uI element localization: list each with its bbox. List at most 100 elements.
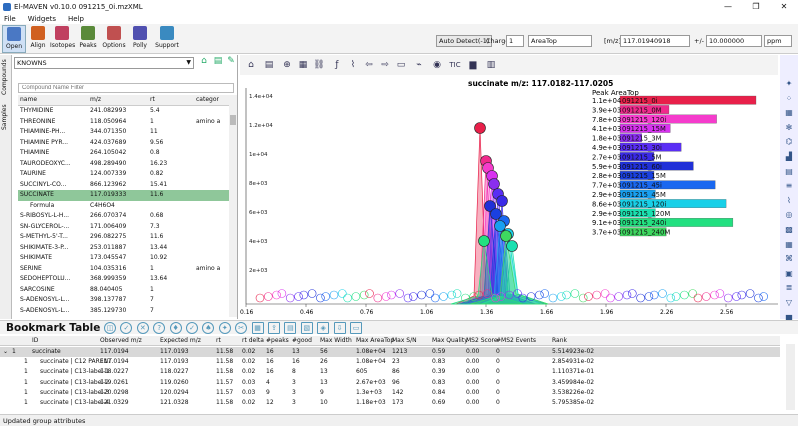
tree-icon[interactable]: ⌘ xyxy=(785,254,793,264)
peak-marker[interactable] xyxy=(500,230,512,242)
back-icon[interactable]: ⇦ xyxy=(365,60,373,70)
bookmark-row[interactable]: 1 succinate | C13-label-4 121.0329 121.0328… xyxy=(0,398,780,408)
polly-button[interactable]: Polly xyxy=(128,25,152,53)
legend-bar[interactable] xyxy=(619,180,716,190)
close-button[interactable]: ✕ xyxy=(780,2,788,11)
barplot-icon[interactable]: ▥ xyxy=(486,60,496,70)
open-button[interactable]: Open xyxy=(2,25,26,53)
peak-marker[interactable] xyxy=(506,240,518,252)
line-icon[interactable]: ⌇ xyxy=(350,60,356,70)
peak-marker[interactable] xyxy=(490,208,502,220)
compound-filter-input[interactable] xyxy=(18,83,234,93)
compound-row[interactable]: SN-GLYCEROL-... 171.006409 7.3 xyxy=(18,222,234,233)
support-button[interactable]: Support xyxy=(154,25,180,53)
legend-bar[interactable] xyxy=(619,171,655,180)
compound-row[interactable]: SERINE 104.035316 1 amino a xyxy=(18,264,234,275)
column-header[interactable]: rt xyxy=(216,337,221,344)
pin-icon[interactable]: ✦ xyxy=(785,79,793,88)
isotopes-button[interactable]: Isotopes xyxy=(50,25,75,53)
fold-icon[interactable]: ≣ xyxy=(785,283,793,293)
folder-icon[interactable]: ▭ xyxy=(350,322,362,334)
pdf-icon[interactable]: ▤ xyxy=(284,322,297,334)
compound-row[interactable]: SARCOSINE 88.040405 1 xyxy=(18,285,234,296)
checkbox-icon[interactable]: ✓ xyxy=(120,322,133,334)
table-icon[interactable]: ▤ xyxy=(785,166,793,176)
bookmark-row[interactable]: 1 succinate | C13-label-2 119.0261 119.0260… xyxy=(0,378,780,388)
eye-icon[interactable]: ◉ xyxy=(433,60,441,70)
table-icon[interactable]: ▦ xyxy=(785,108,793,118)
column-header[interactable]: Max S/N xyxy=(392,337,417,344)
spectra-icon[interactable]: ⌁ xyxy=(416,60,422,70)
compound-row[interactable]: THIAMINE 264.105042 0.8 xyxy=(18,148,234,159)
maximize-button[interactable]: ❐ xyxy=(752,2,760,11)
export-icon[interactable]: ▦ xyxy=(298,60,308,70)
library-icon[interactable]: ⌂ xyxy=(201,56,207,66)
legend-bar[interactable] xyxy=(619,142,682,152)
graph-icon[interactable]: ◈ xyxy=(317,322,330,334)
mz-input[interactable]: 117.01940918 xyxy=(620,35,690,47)
compound-db-select[interactable]: KNOWNS ▼ xyxy=(14,57,194,69)
column-header[interactable]: #MS2 Events xyxy=(496,337,537,344)
menu-file[interactable]: File xyxy=(4,14,16,23)
compound-row[interactable]: S-METHYL-5'-T... 296.082275 11.6 xyxy=(18,232,234,243)
cluster-icon[interactable]: ⌬ xyxy=(785,137,793,147)
tag-icon[interactable]: ✦ xyxy=(218,322,231,334)
bookmark-row[interactable]: 1 succinate | C13-label-3 120.0298 120.0294… xyxy=(0,388,780,398)
column-header[interactable]: Expected m/z xyxy=(160,337,201,344)
question-icon[interactable]: ? xyxy=(153,322,166,334)
legend-bar[interactable] xyxy=(619,95,757,105)
minimize-button[interactable]: — xyxy=(724,2,732,11)
charge-spinbox[interactable]: 1 xyxy=(506,35,524,47)
settings-icon[interactable]: ✻ xyxy=(785,122,793,132)
peak-marker[interactable] xyxy=(478,235,490,247)
box-icon[interactable]: ▣ xyxy=(785,268,793,278)
column-header[interactable]: categor xyxy=(196,96,219,103)
tag-icon[interactable]: ♠ xyxy=(202,322,215,334)
menu-widgets[interactable]: Widgets xyxy=(27,14,57,23)
visible-icon[interactable]: ◫ xyxy=(104,322,116,334)
area-type-select[interactable]: AreaTop xyxy=(528,35,592,47)
upload-icon[interactable]: ⇪ xyxy=(268,322,280,334)
compound-row[interactable]: S-ADENOSYL-L... 385.129730 7 xyxy=(18,306,234,317)
compound-row[interactable]: TAURODEOXYC... 498.289490 16.23 xyxy=(18,159,234,170)
peak-marker[interactable] xyxy=(494,220,506,232)
target-icon[interactable]: ◎ xyxy=(785,210,793,220)
tag-icon[interactable]: ✓ xyxy=(186,322,198,334)
peaks-button[interactable]: Peaks xyxy=(76,25,100,53)
ppm-input[interactable]: 10.000000 xyxy=(706,35,762,47)
reject-icon[interactable]: ✕ xyxy=(136,322,149,334)
expand-icon[interactable]: ⌄ xyxy=(3,348,9,355)
export-icon[interactable]: ⇩ xyxy=(333,322,346,334)
compound-row[interactable]: THIAMINE-PH... 344.071350 11 xyxy=(18,127,234,138)
bar-chart-icon[interactable]: ▆ xyxy=(469,60,477,70)
edit-icon[interactable]: ✎ xyxy=(227,56,235,66)
bookmark-row[interactable]: ⌄ 1 succinate 117.0194 117.0193 11.58 0.02 16 13… xyxy=(0,347,780,357)
filter-icon[interactable]: ▽ xyxy=(785,298,793,307)
link-icon[interactable]: ⛓ xyxy=(313,60,325,70)
idea-icon[interactable]: ♦ xyxy=(169,322,182,334)
legend-bar[interactable] xyxy=(619,105,670,114)
peak-marker[interactable] xyxy=(496,195,508,207)
legend-bar[interactable] xyxy=(619,114,717,124)
peak-marker[interactable] xyxy=(488,178,500,190)
legend-bar[interactable] xyxy=(619,208,656,218)
legend-bar[interactable] xyxy=(619,152,655,161)
legend-bar[interactable] xyxy=(619,189,656,199)
column-header[interactable]: Observed m/z xyxy=(100,337,142,344)
grid-icon[interactable]: ▦ xyxy=(785,239,793,249)
frame-icon[interactable]: ▭ xyxy=(396,60,406,70)
library-icon[interactable]: ⌂ xyxy=(248,60,254,70)
compound-row[interactable]: SUCCINATE 117.019333 11.6 xyxy=(18,190,234,201)
grid-icon[interactable]: ▦ xyxy=(251,322,264,334)
compound-row[interactable]: THYMIDINE 241.082993 5.4 xyxy=(18,106,234,117)
column-header[interactable]: Max Width xyxy=(320,337,352,344)
legend-bar[interactable] xyxy=(619,161,694,171)
compound-row[interactable]: SHIKIMATE-3-P... 253.011887 13.44 xyxy=(18,243,234,254)
scatter-icon[interactable]: ⁘ xyxy=(785,93,793,103)
bookmark-row[interactable]: 1 succinate | C13-label-1 118.0227 118.0227… xyxy=(0,367,780,377)
legend-bar[interactable] xyxy=(619,199,727,208)
tic-button[interactable]: TIC xyxy=(449,61,461,69)
spectrum-icon[interactable]: ⌇ xyxy=(787,195,791,205)
forward-icon[interactable]: ⇨ xyxy=(381,60,389,70)
bookmark-scrollbar[interactable] xyxy=(786,344,795,410)
